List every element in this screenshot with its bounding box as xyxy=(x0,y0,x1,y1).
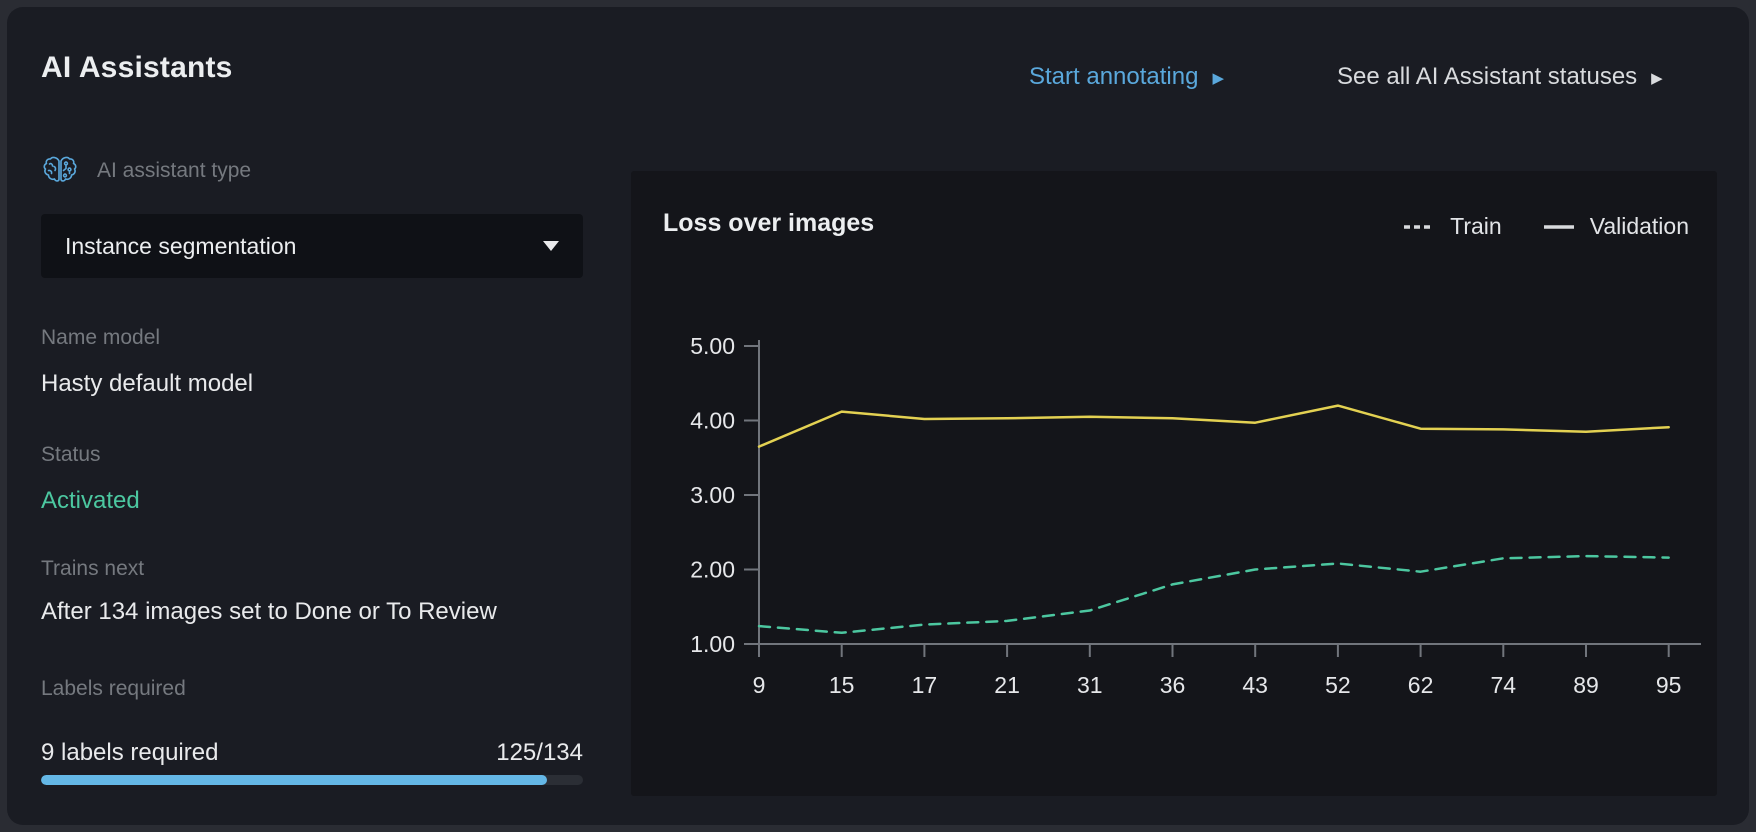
loss-chart-panel: Loss over images Train Validation 5.00 4.… xyxy=(631,171,1717,796)
legend-item-train: Train xyxy=(1404,213,1502,240)
dashed-line-icon xyxy=(1404,224,1435,229)
svg-text:62: 62 xyxy=(1408,672,1434,698)
trains-next-value: After 134 images set to Done or To Revie… xyxy=(41,598,497,625)
caret-right-icon: ▶ xyxy=(1212,69,1224,87)
svg-text:21: 21 xyxy=(994,672,1020,698)
ai-assistants-panel: AI Assistants Start annotating ▶ See all… xyxy=(7,7,1749,825)
status-label: Status xyxy=(41,443,101,466)
chevron-down-icon xyxy=(543,241,559,251)
labels-required-label: Labels required xyxy=(41,677,186,700)
assistant-type-label: AI assistant type xyxy=(97,159,252,182)
progress-bar xyxy=(41,775,583,785)
start-annotating-label: Start annotating xyxy=(1029,63,1199,90)
legend-train-label: Train xyxy=(1450,213,1502,239)
legend-validation-label: Validation xyxy=(1589,213,1689,239)
progress-fill xyxy=(41,775,547,785)
svg-text:3.00: 3.00 xyxy=(690,482,735,508)
svg-text:17: 17 xyxy=(912,672,938,698)
svg-text:52: 52 xyxy=(1325,672,1351,698)
labels-progress-row: 9 labels required 125/134 xyxy=(41,739,583,767)
chart-legend: Train Validation xyxy=(1404,213,1689,240)
caret-right-icon: ▶ xyxy=(1651,69,1663,87)
svg-text:4.00: 4.00 xyxy=(690,408,735,434)
svg-text:2.00: 2.00 xyxy=(690,557,735,583)
assistant-details-column: AI assistant type Instance segmentation … xyxy=(41,7,583,825)
svg-text:9: 9 xyxy=(753,672,766,698)
svg-text:43: 43 xyxy=(1242,672,1268,698)
start-annotating-link[interactable]: Start annotating ▶ xyxy=(1029,63,1224,91)
svg-text:95: 95 xyxy=(1656,672,1682,698)
name-model-label: Name model xyxy=(41,326,161,349)
solid-line-icon xyxy=(1543,224,1574,229)
svg-text:1.00: 1.00 xyxy=(690,631,735,657)
assistant-type-selected-value: Instance segmentation xyxy=(65,232,297,259)
svg-text:31: 31 xyxy=(1077,672,1103,698)
brain-icon xyxy=(43,156,77,182)
svg-text:15: 15 xyxy=(829,672,855,698)
assistant-type-select[interactable]: Instance segmentation xyxy=(41,214,583,278)
svg-text:36: 36 xyxy=(1160,672,1186,698)
chart-title: Loss over images xyxy=(663,209,875,237)
legend-item-validation: Validation xyxy=(1543,213,1689,240)
labels-required-text: 9 labels required xyxy=(41,739,219,766)
name-model-value: Hasty default model xyxy=(41,370,254,397)
page-title: AI Assistants xyxy=(41,51,233,84)
see-all-statuses-label: See all AI Assistant statuses xyxy=(1337,63,1638,90)
labels-progress-count: 125/134 xyxy=(496,739,583,766)
loss-chart: 5.00 4.00 3.00 2.00 1.00 9 15 17 21 31 36 43 52 62 74 8… xyxy=(690,333,1701,698)
svg-text:89: 89 xyxy=(1573,672,1599,698)
svg-text:5.00: 5.00 xyxy=(690,333,735,359)
see-all-statuses-link[interactable]: See all AI Assistant statuses ▶ xyxy=(1337,63,1663,91)
svg-text:74: 74 xyxy=(1491,672,1517,698)
assistant-type-row: AI assistant type xyxy=(41,154,251,188)
trains-next-label: Trains next xyxy=(41,557,145,580)
status-value: Activated xyxy=(41,487,140,514)
